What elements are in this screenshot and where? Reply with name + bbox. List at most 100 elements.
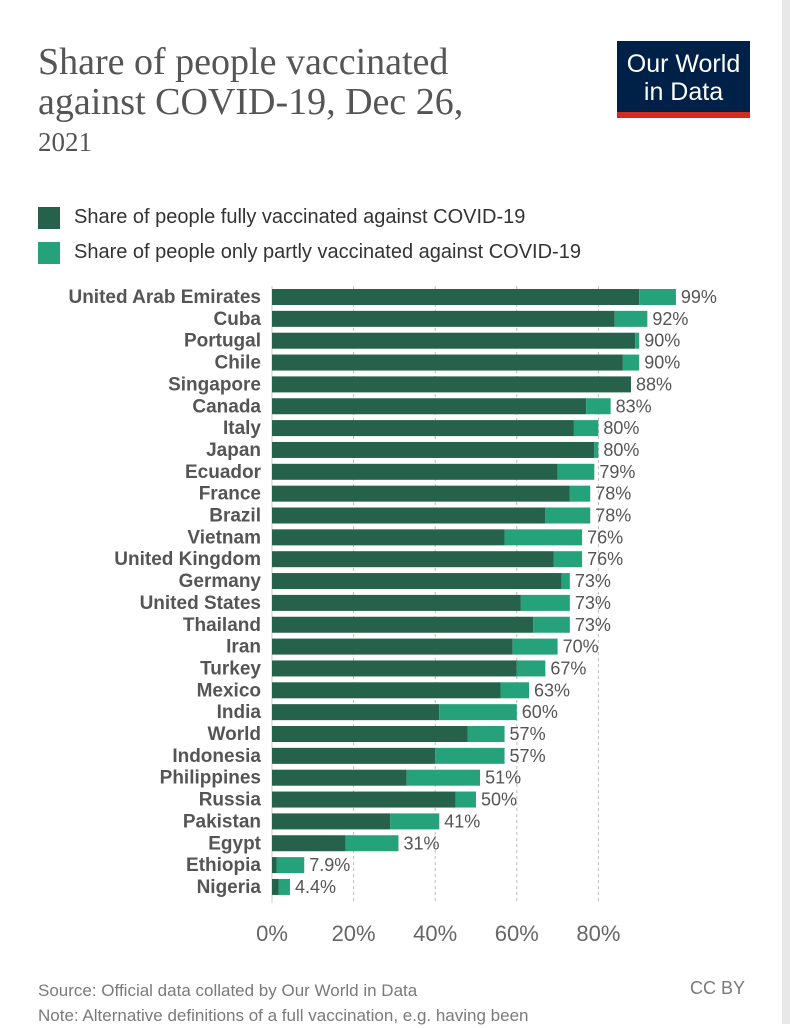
bar-partly-vaccinated [276,857,305,874]
bar-partly-vaccinated [455,791,476,808]
category-label: Cuba [214,309,262,330]
bar-partly-vaccinated [586,398,611,415]
bar-partly-vaccinated [614,310,648,327]
title-line-2: against COVID-19, Dec 26, [38,81,464,123]
total-value-label: 76% [587,527,623,547]
bar-fully-vaccinated [272,726,468,742]
category-label: Italy [223,418,261,439]
bar-partly-vaccinated [345,835,399,852]
bar-partly-vaccinated [557,463,595,480]
category-label: Egypt [208,833,261,854]
bar-partly-vaccinated [504,529,583,546]
total-value-label: 51% [485,768,521,788]
definition-note: Note: Alternative definitions of a full … [38,1006,529,1025]
category-label: Mexico [197,680,261,701]
total-value-label: 7.9% [309,855,350,875]
bar-fully-vaccinated [272,704,440,721]
bar-partly-vaccinated [467,726,505,742]
bar-fully-vaccinated [272,289,640,305]
bar-fully-vaccinated [272,594,521,611]
x-tick-label: 20% [332,921,376,946]
legend-item-partly[interactable]: Share of people only partly vaccinated a… [38,235,581,270]
bar-fully-vaccinated [272,769,407,786]
total-value-label: 76% [587,549,623,569]
total-value-label: 88% [636,374,672,394]
bar-partly-vaccinated [553,551,583,568]
bar-partly-vaccinated [545,507,591,524]
bar-fully-vaccinated [272,507,546,524]
category-label: World [208,724,261,745]
bar-partly-vaccinated [439,704,517,721]
legend-swatch-fully [38,206,60,229]
bar-fully-vaccinated [272,747,436,764]
total-value-label: 70% [563,637,599,657]
total-value-label: 73% [575,615,611,635]
bar-partly-vaccinated [520,594,570,611]
bar-fully-vaccinated [272,420,574,437]
total-value-label: 60% [522,702,558,722]
category-label: Ecuador [185,462,262,483]
bar-fully-vaccinated [272,616,534,633]
category-label: Russia [199,790,262,811]
bar-fully-vaccinated [272,398,587,415]
x-tick-label: 60% [495,921,539,946]
bar-fully-vaccinated [272,463,558,480]
source-note: Source: Official data collated by Our Wo… [38,981,418,1000]
owid-logo[interactable]: Our World in Data [617,41,750,118]
category-label: Philippines [160,768,261,789]
category-label: Turkey [200,658,261,679]
bar-partly-vaccinated [406,769,481,786]
page-edge [782,0,790,1024]
total-value-label: 73% [575,571,611,591]
total-value-label: 31% [403,833,439,853]
category-label: Chile [215,353,261,374]
bar-partly-vaccinated [635,332,640,349]
category-label: Japan [206,440,261,461]
logo-line-2: in Data [643,78,724,106]
category-label: United Arab Emirates [68,287,261,308]
x-tick-label: 80% [576,921,620,946]
bar-fully-vaccinated [272,573,562,590]
bar-fully-vaccinated [272,529,505,546]
bar-fully-vaccinated [272,310,615,327]
bar-fully-vaccinated [272,332,636,349]
bar-partly-vaccinated [573,420,599,437]
total-value-label: 80% [603,418,639,438]
category-label: Pakistan [183,811,261,832]
title-line-1: Share of people vaccinated [38,41,449,83]
category-label: Thailand [183,615,261,636]
legend-label-fully: Share of people fully vaccinated against… [74,206,526,228]
category-label: Iran [226,637,261,658]
total-value-label: 67% [550,658,586,678]
bar-partly-vaccinated [622,354,640,371]
bar-partly-vaccinated [533,616,570,633]
total-value-label: 80% [603,440,639,460]
bar-fully-vaccinated [272,878,279,895]
legend-item-fully[interactable]: Share of people fully vaccinated against… [38,200,581,235]
total-value-label: 41% [444,811,480,831]
category-label: France [199,484,261,505]
category-label: Germany [179,571,262,592]
category-label: Vietnam [187,527,261,548]
bar-fully-vaccinated [272,660,517,677]
total-value-label: 50% [481,790,517,810]
bar-partly-vaccinated [516,660,546,677]
bar-fully-vaccinated [272,813,391,830]
total-value-label: 57% [510,746,546,766]
bar-partly-vaccinated [500,682,530,699]
bar-fully-vaccinated [272,791,456,808]
total-value-label: 63% [534,680,570,700]
license-label[interactable]: CC BY [690,978,746,998]
total-value-label: 4.4% [295,877,336,897]
total-value-label: 73% [575,593,611,613]
total-value-label: 79% [599,462,635,482]
bar-chart: 0% 20% 40% 60% 80% United Arab Emirates 99% Cub… [68,286,717,946]
bar-fully-vaccinated [272,682,501,699]
category-label: United States [140,593,261,614]
category-label: Ethiopia [186,855,261,876]
bar-partly-vaccinated [278,878,290,895]
category-label: Portugal [184,331,261,352]
bar-partly-vaccinated [435,747,505,764]
category-label: Nigeria [197,877,262,898]
logo-line-1: Our World [626,50,741,78]
